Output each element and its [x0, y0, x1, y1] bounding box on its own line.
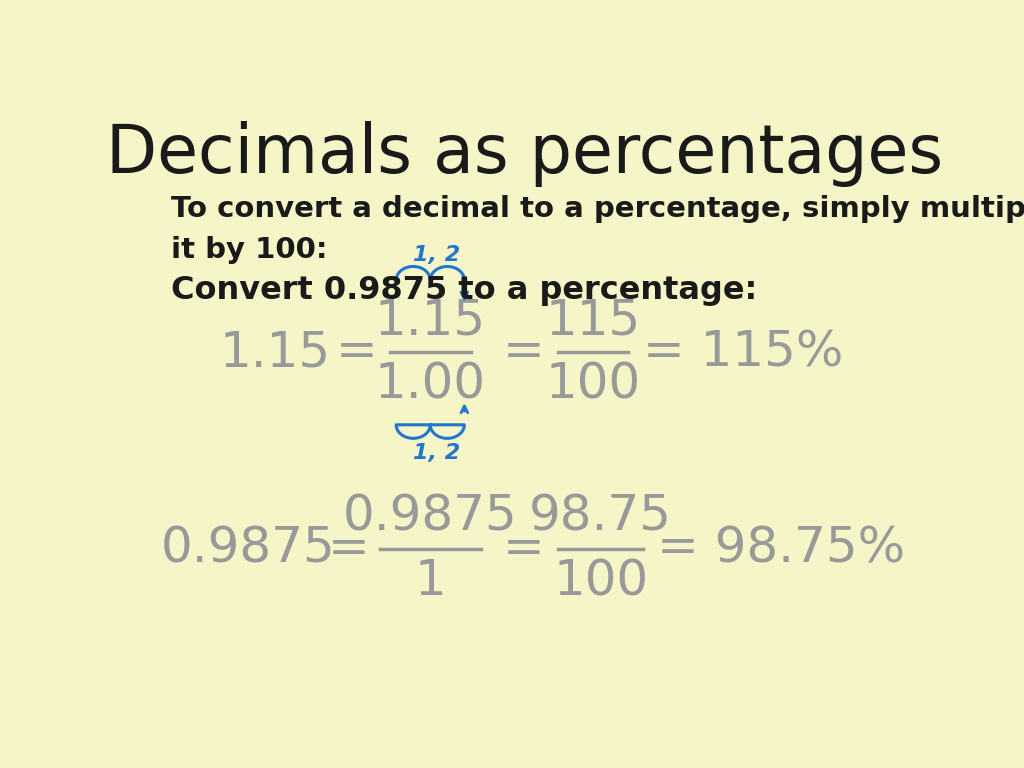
Text: 1.00: 1.00: [375, 361, 485, 409]
Text: = 98.75%: = 98.75%: [656, 525, 904, 573]
Text: = 115%: = 115%: [643, 329, 844, 376]
Text: 1.15: 1.15: [220, 329, 331, 376]
Text: To convert a decimal to a percentage, simply multiply
it by 100:: To convert a decimal to a percentage, si…: [171, 194, 1024, 263]
Text: 100: 100: [553, 557, 648, 605]
Text: 115: 115: [546, 296, 641, 344]
Text: 98.75: 98.75: [529, 492, 672, 541]
Text: 1: 1: [415, 557, 446, 605]
Text: 100: 100: [546, 361, 641, 409]
Text: =: =: [503, 525, 544, 573]
Text: 1, 2: 1, 2: [413, 245, 460, 265]
Text: Convert 0.9875 to a percentage:: Convert 0.9875 to a percentage:: [171, 275, 757, 306]
Text: 0.9875: 0.9875: [343, 492, 517, 541]
Text: Decimals as percentages: Decimals as percentages: [106, 121, 943, 187]
Text: =: =: [328, 525, 370, 573]
Text: 0.9875: 0.9875: [161, 525, 336, 573]
Text: =: =: [336, 329, 378, 376]
Text: 1.15: 1.15: [375, 296, 485, 344]
Text: 1, 2: 1, 2: [413, 442, 460, 462]
Text: =: =: [503, 329, 544, 376]
